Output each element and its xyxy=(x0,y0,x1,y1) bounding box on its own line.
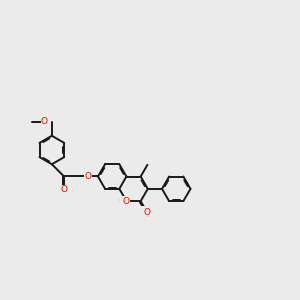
Text: O: O xyxy=(123,196,130,206)
Text: O: O xyxy=(41,117,48,126)
Text: O: O xyxy=(85,172,92,181)
Text: O: O xyxy=(144,208,151,217)
Text: O: O xyxy=(61,185,68,194)
